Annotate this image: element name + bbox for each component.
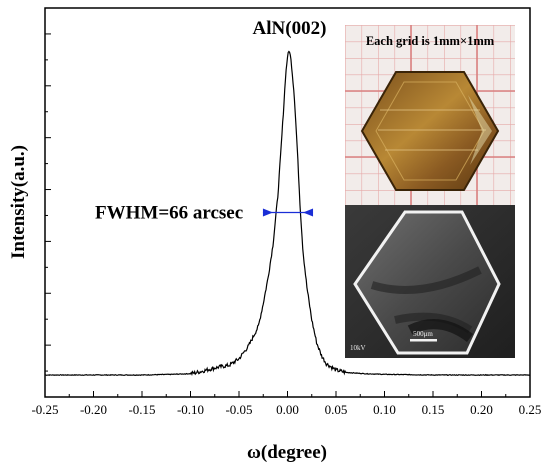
x-tick-label: -0.15 (128, 402, 155, 417)
x-tick-label: 0.10 (373, 402, 396, 417)
x-tick-label: -0.05 (225, 402, 252, 417)
x-axis-ticks: -0.25 -0.20 -0.15 -0.10 -0.05 0.00 0.05 0.10 0.1… (31, 391, 541, 417)
crystal-photo-inset: Each grid is 1mm×1mm (345, 25, 515, 205)
x-tick-label: -0.10 (177, 402, 204, 417)
sem-scale-bar (410, 339, 437, 342)
x-tick-label: 0.25 (519, 402, 542, 417)
fwhm-arrow-left (262, 208, 273, 217)
fwhm-annotation: FWHM=66 arcsec (95, 203, 243, 224)
sem-scale-label: 500μm (413, 330, 433, 338)
photo-caption: Each grid is 1mm×1mm (366, 34, 495, 48)
sem-voltage: 10kV (350, 344, 366, 352)
fwhm-marker (262, 208, 314, 217)
sem-image-inset: 10kV 500μm (345, 205, 515, 358)
x-axis-title: ω(degree) (247, 442, 327, 463)
sem-hexagon (353, 210, 501, 355)
y-axis-ticks (45, 33, 51, 372)
crystal-hexagon (360, 71, 500, 191)
series-line (44, 50, 531, 377)
x-tick-label: 0.05 (325, 402, 348, 417)
x-tick-label: -0.25 (31, 402, 58, 417)
fwhm-arrow-right (303, 208, 314, 217)
x-tick-label: -0.20 (80, 402, 107, 417)
x-tick-label: 0.15 (422, 402, 445, 417)
x-tick-label: 0.00 (276, 402, 299, 417)
x-tick-label: 0.20 (470, 402, 493, 417)
y-axis-title: Intensity(a.u.) (8, 145, 29, 259)
peak-annotation: AlN(002) (253, 18, 327, 39)
